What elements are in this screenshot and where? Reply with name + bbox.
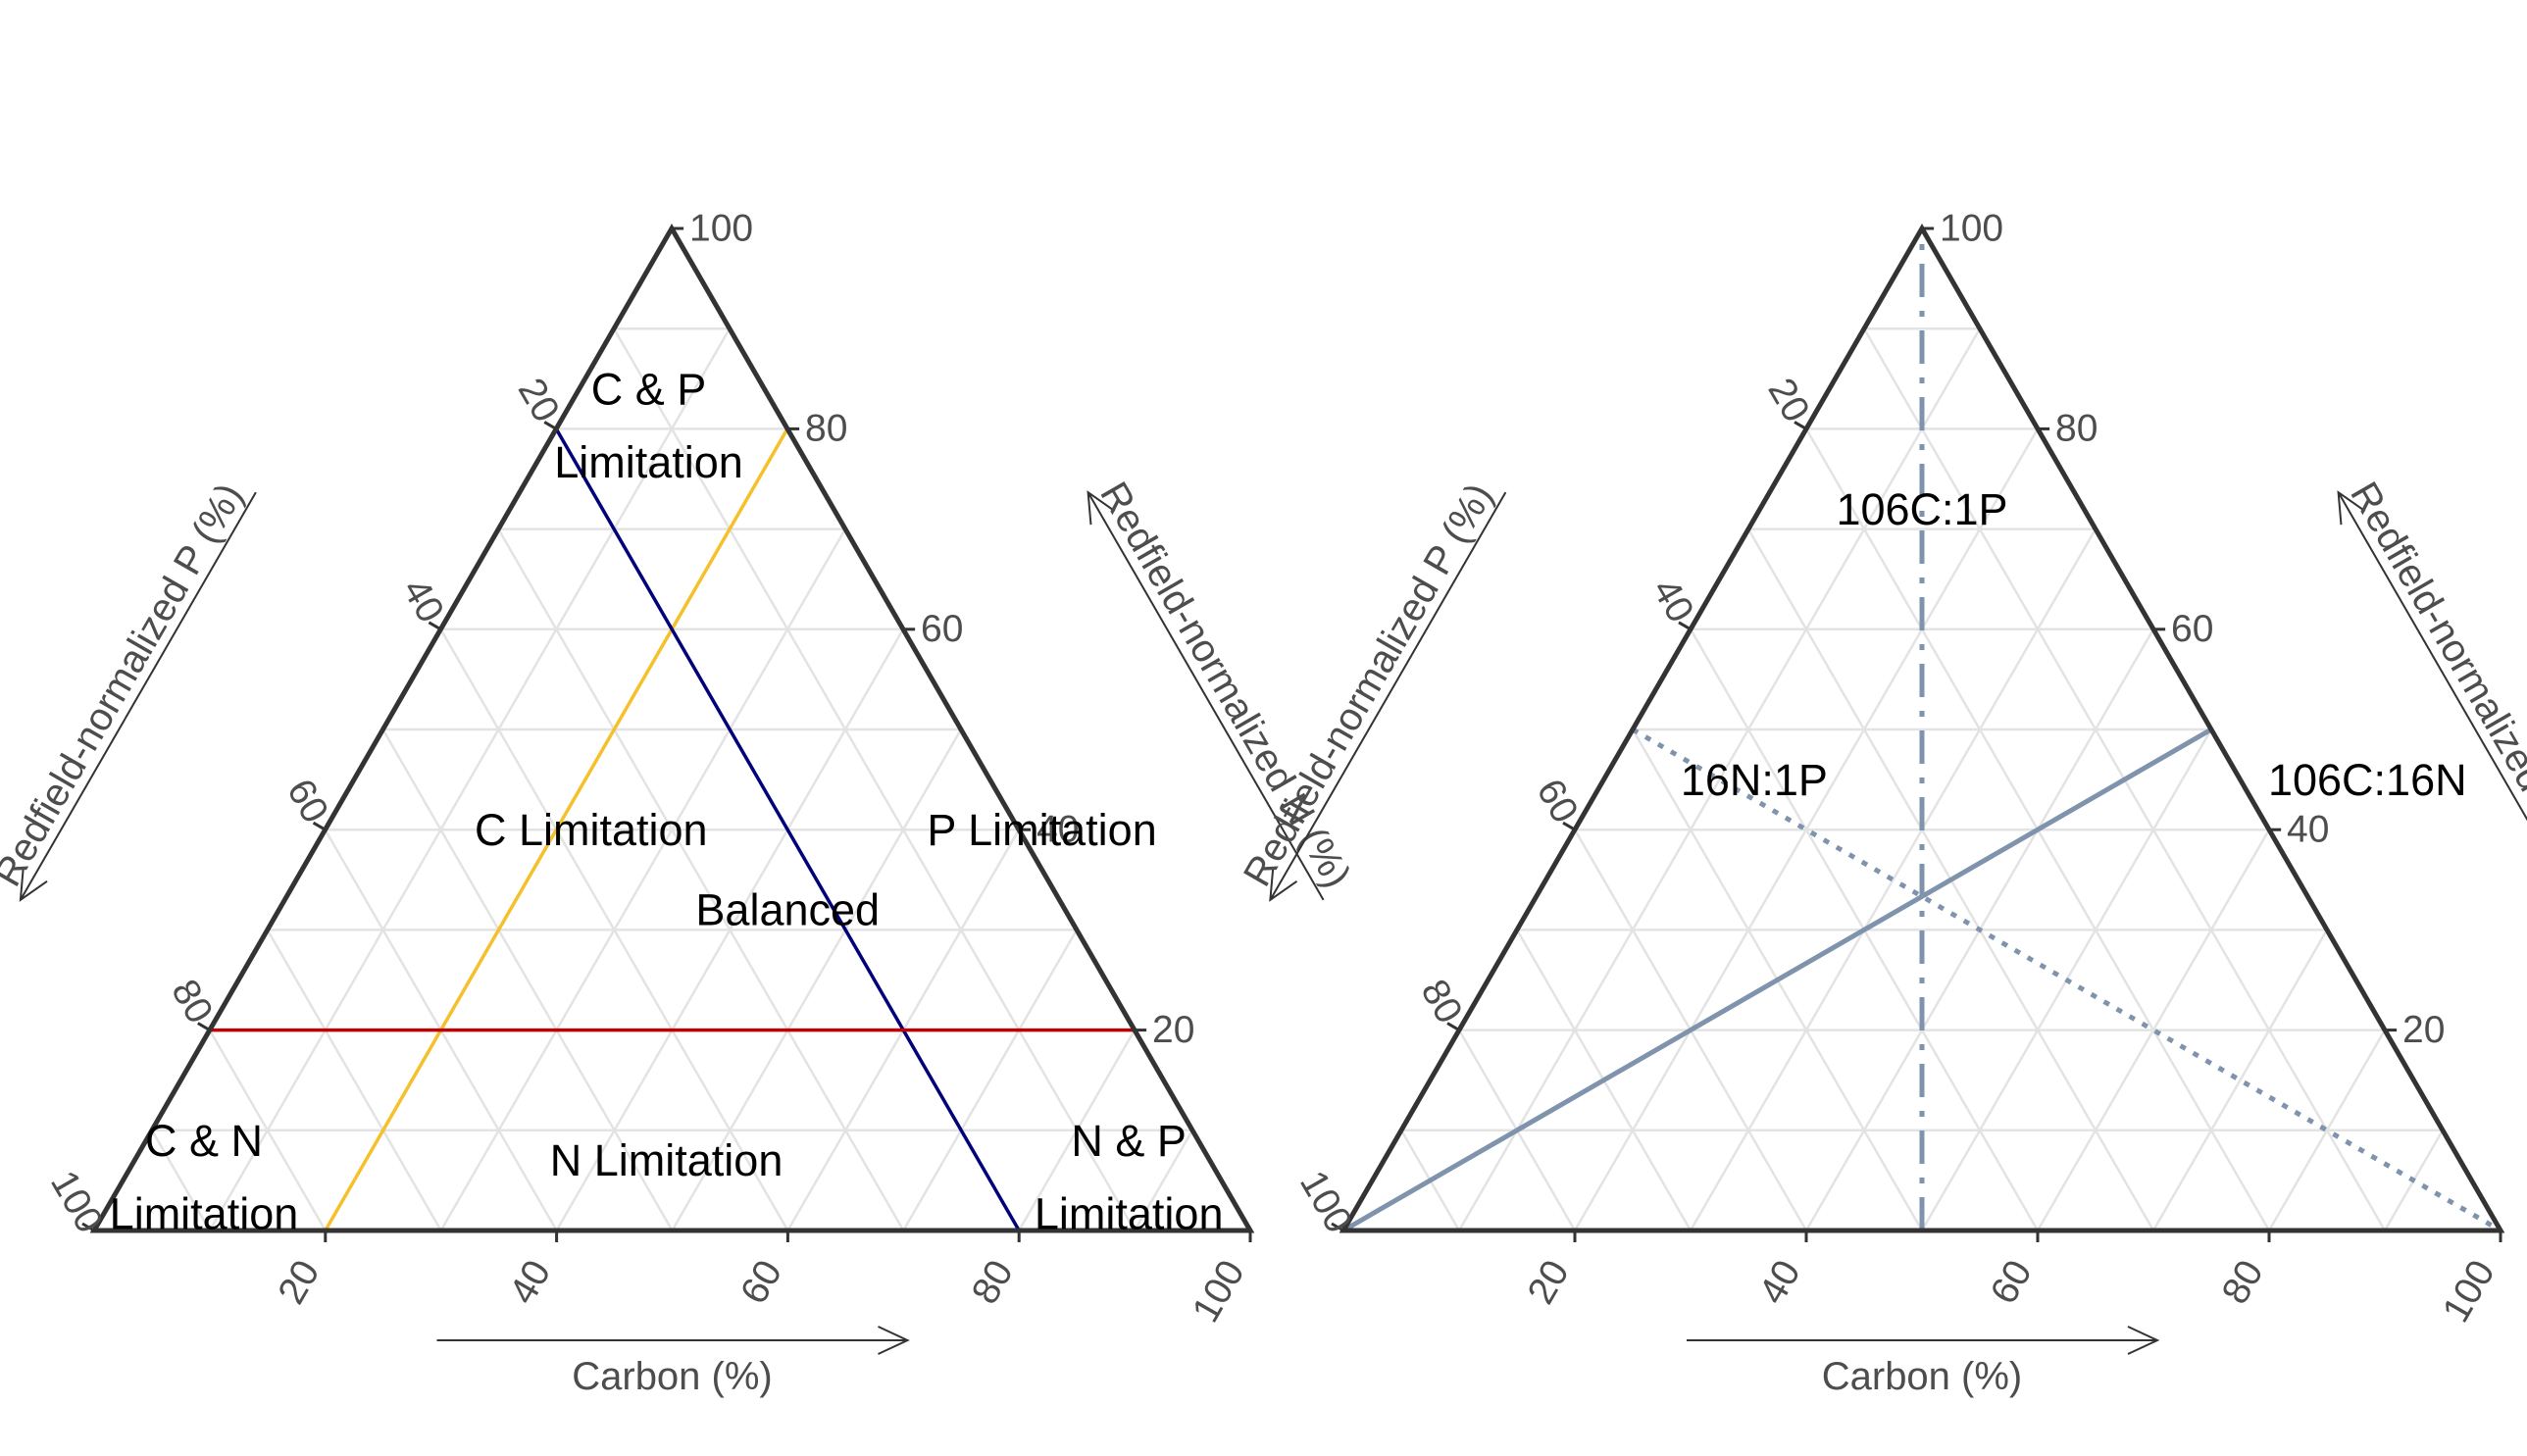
region-label-line1: P Limitation (927, 805, 1156, 855)
series-line-0 (324, 427, 789, 1231)
right-tick-label: 40 (1036, 808, 1079, 850)
tick-mark (428, 621, 442, 631)
bottom-tick-label: 100 (2435, 1253, 2503, 1330)
n-axis-arrow (1087, 490, 1325, 901)
bottom-tick-label: 20 (271, 1253, 329, 1311)
tick-mark (1794, 421, 1807, 430)
region-label: 106C:1P (1836, 484, 2007, 534)
n-axis-group: Redfield-normalized N (%) (2337, 475, 2527, 901)
bottom-tick-label: 40 (501, 1253, 559, 1311)
region-label-line1: N & P (1071, 1116, 1187, 1166)
n-axis-arrow (2337, 490, 2527, 901)
gridline (208, 1029, 327, 1231)
region-label-line2: Limitation (110, 1188, 299, 1238)
p-axis-group: Redfield-normalized P (%) (0, 477, 257, 902)
gridline (208, 327, 732, 1231)
region-label: C & P Limitation (554, 365, 743, 487)
gridline (1457, 327, 1982, 1231)
region-label: 106C:16N (2268, 755, 2467, 805)
carbon-axis-title: Carbon (%) (572, 1355, 773, 1398)
region-label-line1: C Limitation (475, 805, 708, 855)
region-label: C & N Limitation (110, 1116, 299, 1238)
gridline (266, 929, 442, 1231)
bottom-tick-label: 80 (964, 1253, 1022, 1311)
right-ternary-chart: 202020404040606060808080100100100Carbon … (1236, 207, 2527, 1398)
tick-mark (1331, 1222, 1344, 1232)
region-label-line1: 106C:1P (1836, 484, 2007, 534)
p-axis-arrow (1269, 491, 1507, 902)
region-label: Balanced (695, 885, 880, 935)
right-tick-label: 80 (805, 408, 847, 450)
gridline (2036, 828, 2271, 1231)
right-tick-label: 20 (2402, 1009, 2445, 1051)
region-label-line2: Limitation (1035, 1188, 1224, 1238)
left-ternary-chart: 202020404040606060808080100100100Carbon … (0, 207, 1359, 1398)
carbon-axis-arrow (1687, 1326, 2160, 1355)
tick-mark (1562, 821, 1576, 831)
gridline (2267, 1029, 2387, 1231)
tick-mark (543, 421, 557, 430)
gridline (2151, 929, 2329, 1231)
triangle-frame (1339, 223, 2505, 1233)
p-axis-title: Redfield-normalized P (%) (1236, 477, 1501, 894)
gridline (902, 929, 1079, 1231)
gridline (439, 527, 847, 1231)
bottom-tick-label: 20 (1520, 1253, 1578, 1311)
right-tick-label: 100 (1940, 207, 2003, 249)
gridline (613, 327, 1137, 1231)
region-label: N Limitation (550, 1135, 783, 1185)
gridline (1134, 1130, 1194, 1231)
region-label-line1: C & P (591, 365, 707, 415)
bottom-tick-label: 60 (1983, 1253, 2041, 1311)
carbon-axis-arrow (436, 1326, 910, 1355)
region-label: N & P Limitation (1035, 1116, 1224, 1238)
gridline (150, 1130, 211, 1231)
gridline (671, 728, 963, 1231)
region-label-line1: Balanced (695, 885, 880, 935)
gridline (1018, 1029, 1137, 1231)
triangle-frame (89, 223, 1255, 1233)
region-label-line1: C & N (145, 1116, 263, 1166)
p-axis-group: Redfield-normalized P (%) (1236, 477, 1507, 902)
region-label: C Limitation (475, 805, 708, 855)
n-axis-title: Redfield-normalized N (%) (2342, 475, 2527, 894)
region-label-line1: 106C:16N (2268, 755, 2467, 805)
right-tick-label: 40 (2287, 808, 2329, 850)
tick-mark (312, 821, 327, 831)
region-label-line1: N Limitation (550, 1135, 783, 1185)
series-line-2 (1341, 727, 2213, 1233)
bottom-tick-label: 80 (2214, 1253, 2272, 1311)
series-line-1 (554, 427, 1021, 1231)
bottom-tick-label: 100 (1185, 1253, 1253, 1330)
tick-mark (81, 1222, 95, 1232)
right-tick-label: 100 (689, 207, 753, 249)
right-tick-label: 80 (2055, 408, 2097, 450)
right-tick-label: 60 (2171, 608, 2213, 650)
right-tick-label: 60 (921, 608, 963, 650)
right-tick-label: 20 (1152, 1009, 1194, 1051)
carbon-axis-title: Carbon (%) (1822, 1355, 2023, 1398)
series-line-1 (1631, 727, 2502, 1233)
region-label-line1: 16N:1P (1681, 755, 1828, 805)
tick-mark (197, 1022, 211, 1031)
p-axis-arrow (19, 491, 257, 902)
gridline (497, 527, 905, 1231)
region-label-line2: Limitation (554, 437, 743, 487)
region-label: P Limitation (927, 805, 1156, 855)
bottom-tick-label: 60 (733, 1253, 790, 1311)
bottom-tick-label: 40 (1751, 1253, 1809, 1311)
gridline (1689, 527, 2097, 1231)
tick-mark (1446, 1022, 1460, 1031)
tick-mark (1678, 621, 1692, 631)
gridline (381, 728, 674, 1231)
p-axis-title: Redfield-normalized P (%) (0, 477, 252, 894)
region-label: 16N:1P (1681, 755, 1828, 805)
